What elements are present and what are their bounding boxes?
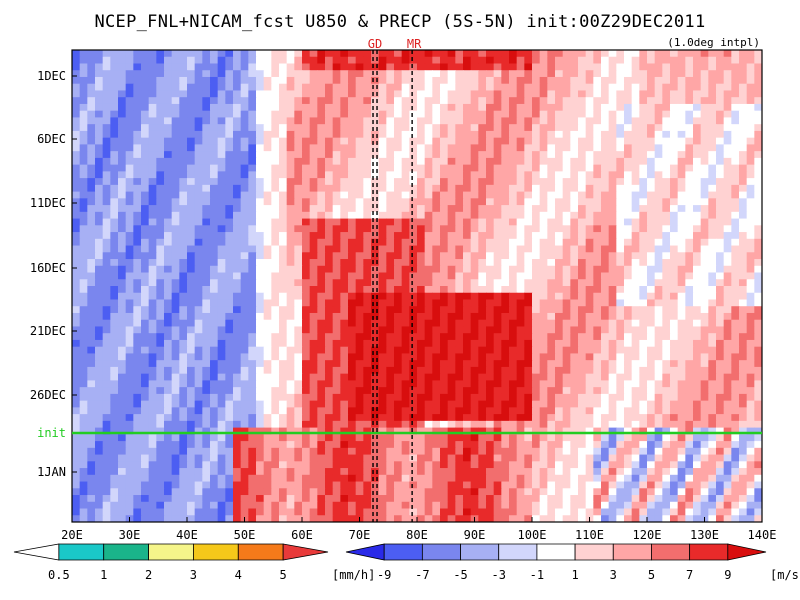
precip-legend-label: 2 [145, 568, 152, 582]
precip-legend-label: 1 [100, 568, 107, 582]
wind-legend-label: -7 [415, 568, 429, 582]
wind-legend-label: -1 [530, 568, 544, 582]
x-tick-label: 40E [176, 528, 198, 542]
y-tick-label: 26DEC [30, 388, 66, 402]
marker-label: MR [407, 37, 422, 51]
y-tick-label: 16DEC [30, 261, 66, 275]
x-tick-label: 110E [575, 528, 604, 542]
y-tick-label: 1JAN [37, 465, 66, 479]
wind-legend-swatch [536, 543, 576, 561]
wind-legend-label: 7 [686, 568, 693, 582]
x-tick-label: 20E [61, 528, 83, 542]
marker-label: GD [368, 37, 382, 51]
x-tick-label: 90E [464, 528, 486, 542]
y-tick-label: 21DEC [30, 324, 66, 338]
precip-legend-swatch [237, 543, 284, 561]
x-tick-label: 60E [291, 528, 313, 542]
x-tick-label: 120E [633, 528, 662, 542]
x-tick-label: 130E [690, 528, 719, 542]
interpolation-note: (1.0deg intpl) [667, 36, 760, 49]
wind-legend-swatch [574, 543, 614, 561]
precip-legend-swatch [193, 543, 239, 561]
wind-legend-unit: [m/s] [770, 568, 800, 582]
wind-legend-swatch [689, 543, 729, 561]
precip-legend-unit: [mm/h] [332, 568, 375, 582]
x-tick-label: 140E [748, 528, 777, 542]
x-tick-label: 30E [119, 528, 141, 542]
precip-legend-swatch [103, 543, 149, 561]
init-label: init [37, 426, 66, 440]
wind-legend-swatch [651, 543, 691, 561]
y-tick-label: 6DEC [37, 132, 66, 146]
wind-legend-swatch [498, 543, 538, 561]
precip-legend-swatch [13, 543, 60, 561]
wind-legend-label: -5 [453, 568, 467, 582]
x-tick-label: 80E [406, 528, 428, 542]
x-tick-label: 100E [518, 528, 547, 542]
wind-legend-label: 5 [648, 568, 655, 582]
wind-legend-swatch [383, 543, 423, 561]
y-tick-label: 1DEC [37, 69, 66, 83]
wind-legend-swatch [727, 543, 767, 561]
x-tick-label: 70E [349, 528, 371, 542]
precip-legend-label: 3 [190, 568, 197, 582]
wind-legend-label: 3 [610, 568, 617, 582]
y-tick-label: 11DEC [30, 196, 66, 210]
x-tick-label: 50E [234, 528, 256, 542]
wind-legend-swatch [421, 543, 461, 561]
precip-legend-label: 0.5 [48, 568, 70, 582]
precip-legend-swatch [58, 543, 105, 561]
wind-legend-label: -3 [492, 568, 506, 582]
precip-legend-swatch [148, 543, 194, 561]
chart-title: NCEP_FNL+NICAM_fcst U850 & PRECP (5S-5N)… [94, 12, 706, 32]
wind-legend-label: -9 [377, 568, 391, 582]
precip-legend-label: 5 [280, 568, 287, 582]
wind-legend-swatch [612, 543, 652, 561]
precip-legend-swatch [282, 543, 329, 561]
wind-legend-swatch [460, 543, 500, 561]
wind-legend-label: 1 [571, 568, 578, 582]
wind-legend-swatch [345, 543, 385, 561]
precip-legend-label: 4 [235, 568, 242, 582]
wind-legend-label: 9 [724, 568, 731, 582]
